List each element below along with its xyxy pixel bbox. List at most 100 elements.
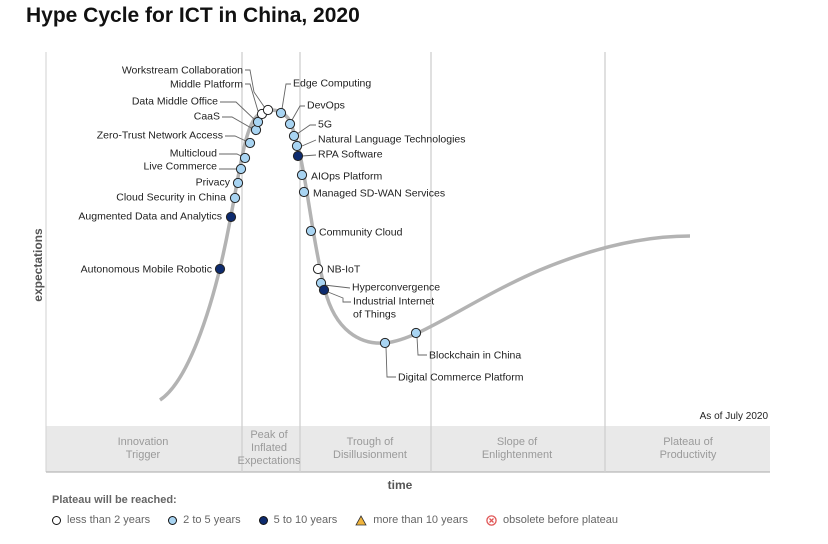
technology-label: AIOps Platform [311, 171, 382, 183]
legend-heading: Plateau will be reached: [52, 494, 177, 506]
label-leader-line [225, 135, 249, 143]
technology-label: Industrial Internet [353, 296, 434, 308]
label-leader-line [301, 154, 317, 157]
technology-point [229, 192, 241, 204]
technology-points [214, 104, 422, 349]
label-leader-line [291, 105, 305, 121]
phase-band [45, 52, 770, 473]
technology-point [239, 152, 251, 164]
technology-label: Community Cloud [319, 227, 403, 239]
technology-label: Data Middle Office [132, 96, 218, 108]
technology-point [252, 116, 264, 128]
hype-curve [158, 108, 691, 402]
technology-label: Autonomous Mobile Robotic [81, 264, 212, 276]
legend-label: less than 2 years [67, 514, 151, 526]
phase-label: Trigger [126, 449, 161, 461]
label-leader-line [220, 101, 256, 121]
phase-label: Slope of [497, 436, 538, 448]
technology-label: Multicloud [170, 148, 217, 160]
technology-label: Middle Platform [170, 79, 243, 91]
label-leader-line [327, 291, 351, 303]
label-leader-line [296, 124, 316, 135]
technology-point [312, 263, 324, 275]
technology-label: Blockchain in China [429, 350, 521, 362]
technology-point [225, 211, 237, 223]
label-leader-line [416, 336, 427, 356]
technology-label: DevOps [307, 100, 345, 112]
technology-label: Managed SD-WAN Services [313, 188, 445, 200]
legend-item: 5 to 10 years [258, 514, 338, 526]
legend-item: obsolete before plateau [486, 514, 618, 526]
technology-label: Augmented Data and Analytics [78, 211, 222, 223]
legend-item: less than 2 years [52, 514, 150, 526]
label-leader-line [245, 69, 266, 109]
phase-label: Plateau of [663, 436, 713, 448]
y-axis-label: expectations [31, 228, 45, 302]
chart-title: Hype Cycle for ICT in China, 2020 [26, 4, 360, 27]
label-leaders [219, 69, 427, 378]
label-leader-line [323, 284, 351, 289]
technology-point [214, 263, 226, 275]
technology-label: Hyperconvergence [352, 282, 440, 294]
x-axis-label: time [388, 478, 413, 490]
technology-point [262, 104, 274, 116]
legend-x-circle-icon [486, 514, 497, 526]
label-leader-line [219, 153, 244, 158]
technology-label: NB-IoT [327, 264, 361, 276]
phase-label: Productivity [660, 449, 717, 461]
legend-label: more than 10 years [373, 514, 469, 526]
phase-label: Inflated [251, 442, 287, 454]
legend-circle-icon [52, 515, 61, 525]
technology-point [235, 163, 247, 175]
technology-label: of Things [353, 309, 396, 321]
technology-label: 5G [318, 119, 332, 131]
technology-point [318, 284, 330, 296]
technology-point [305, 225, 317, 237]
legend-label: obsolete before plateau [503, 514, 618, 526]
technology-label: Natural Language Technologies [318, 134, 466, 146]
hype-cycle-chart: Autonomous Mobile Robotic Augmented Data … [31, 52, 770, 490]
technology-point [292, 150, 304, 162]
technology-labels: Autonomous Mobile Robotic Augmented Data … [78, 65, 523, 384]
legend: Plateau will be reached: less than 2 yea… [52, 494, 618, 526]
phase-label: Enlightenment [482, 449, 552, 461]
technology-point [232, 177, 244, 189]
phase-label: Peak of [250, 429, 288, 441]
technology-label: Digital Commerce Platform [398, 372, 524, 384]
technology-point [410, 327, 422, 339]
phase-label: Trough of [347, 436, 395, 448]
legend-triangle-icon [355, 514, 367, 525]
technology-label: Workstream Collaboration [122, 65, 243, 77]
technology-point [296, 169, 308, 181]
technology-label: Zero-Trust Network Access [97, 130, 223, 142]
legend-label: 2 to 5 years [183, 514, 241, 526]
legend-item: 2 to 5 years [168, 514, 241, 526]
technology-label: Cloud Security in China [116, 192, 226, 204]
phase-label: Innovation [118, 436, 169, 448]
technology-label: Edge Computing [293, 78, 371, 90]
phase-label: Expectations [238, 455, 301, 467]
technology-point [288, 130, 300, 142]
technology-point [275, 107, 287, 119]
label-leader-line [385, 346, 396, 378]
technology-point [284, 118, 296, 130]
legend-item: more than 10 years [355, 514, 468, 526]
label-leader-line [222, 116, 254, 130]
phase-label: Disillusionment [333, 449, 407, 461]
technology-label: RPA Software [318, 149, 383, 161]
technology-point [298, 186, 310, 198]
technology-point [291, 140, 303, 152]
phase-dividers [241, 52, 606, 472]
label-leader-line [281, 83, 291, 110]
legend-label: 5 to 10 years [273, 514, 338, 526]
technology-label: CaaS [194, 111, 220, 123]
technology-label: Live Commerce [143, 161, 217, 173]
legend-circle-icon [258, 515, 268, 525]
technology-point [244, 137, 256, 149]
phase-band-rect [46, 426, 770, 472]
label-leader-line [245, 83, 259, 112]
as-of-date: As of July 2020 [700, 411, 769, 422]
technology-label: Privacy [196, 177, 231, 189]
technology-point [379, 337, 391, 349]
